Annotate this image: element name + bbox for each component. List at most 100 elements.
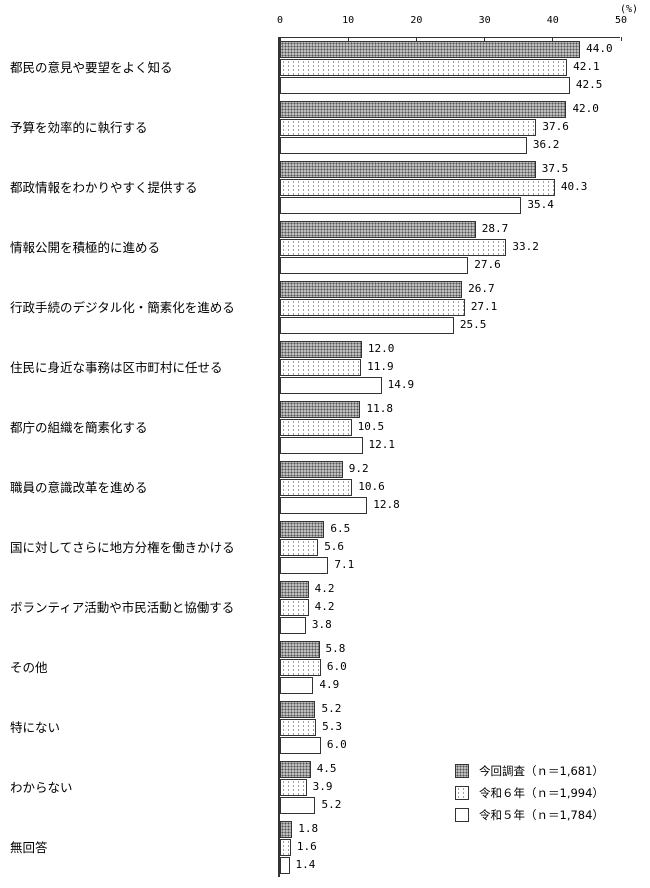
legend-swatch-current (455, 764, 469, 778)
value-label: 33.2 (512, 240, 539, 253)
bar (280, 821, 293, 838)
x-tick (620, 37, 622, 41)
value-label: 3.8 (311, 618, 332, 631)
value-label: 35.4 (527, 198, 554, 211)
value-label: 27.6 (474, 258, 501, 271)
legend: 今回調査（ｎ＝1,681） 令和６年（ｎ＝1,994） 令和５年（ｎ＝1,784… (455, 760, 604, 826)
bar (280, 701, 316, 718)
legend-item: 今回調査（ｎ＝1,681） (455, 760, 604, 782)
value-label: 44.0 (586, 42, 613, 55)
value-label: 1.4 (295, 858, 316, 871)
legend-swatch-r6 (455, 786, 469, 800)
y-axis-line (278, 37, 280, 877)
category-label: 職員の意識改革を進める (10, 480, 148, 495)
legend-label: 令和５年（ｎ＝1,784） (479, 808, 604, 822)
value-label: 4.2 (314, 600, 335, 613)
value-label: 1.8 (298, 822, 319, 835)
bar (280, 341, 362, 358)
value-label: 28.7 (481, 222, 509, 235)
bar (280, 119, 537, 136)
category-label: ボランティア活動や市民活動と協働する (10, 600, 235, 615)
value-label: 27.1 (470, 300, 498, 313)
value-label: 42.5 (575, 78, 603, 91)
bar (280, 641, 320, 658)
bar (280, 479, 353, 496)
value-label: 36.2 (532, 138, 560, 151)
bar (280, 377, 382, 394)
bar (280, 281, 463, 298)
bar (280, 137, 527, 154)
bar (280, 839, 291, 856)
bar (280, 557, 329, 574)
category-label: 都政情報をわかりやすく提供する (10, 180, 198, 195)
bar (280, 317, 454, 334)
value-label: 12.1 (368, 438, 396, 451)
value-label: 6.5 (330, 522, 351, 535)
value-label: 10.6 (358, 480, 385, 493)
bar (280, 239, 507, 256)
x-tick-label: 30 (478, 15, 491, 26)
value-label: 5.2 (321, 798, 342, 811)
value-label: 6.0 (326, 660, 347, 673)
bar (280, 59, 568, 76)
bar (280, 797, 316, 814)
bar (280, 101, 567, 118)
x-tick (279, 37, 281, 41)
bar (280, 419, 352, 436)
value-label: 6.0 (326, 738, 347, 751)
x-tick (552, 37, 554, 41)
value-label: 5.6 (324, 540, 345, 553)
x-tick-label: 0 (276, 15, 284, 26)
bar (280, 617, 306, 634)
legend-item: 令和５年（ｎ＝1,784） (455, 804, 604, 826)
value-label: 1.6 (296, 840, 317, 853)
bar (280, 401, 361, 418)
value-label: 40.3 (560, 180, 588, 193)
category-label: 無回答 (10, 840, 48, 855)
category-label: 都庁の組織を簡素化する (10, 420, 148, 435)
legend-label: 令和６年（ｎ＝1,994） (479, 786, 604, 800)
value-label: 37.5 (541, 162, 569, 175)
bar (280, 77, 570, 94)
value-label: 10.5 (357, 420, 385, 433)
value-label: 37.6 (542, 120, 569, 133)
bar (280, 761, 311, 778)
category-label: 予算を効率的に執行する (10, 120, 148, 135)
bar (280, 539, 319, 556)
bar (280, 857, 290, 874)
legend-item: 令和６年（ｎ＝1,994） (455, 782, 604, 804)
category-label: わからない (10, 780, 73, 795)
value-label: 12.0 (367, 342, 395, 355)
x-tick-label: 20 (410, 15, 423, 26)
bar (280, 521, 325, 538)
bar (280, 359, 362, 376)
value-label: 9.2 (348, 462, 369, 475)
category-label: 行政手続のデジタル化・簡素化を進める (10, 300, 235, 315)
x-tick-label: 10 (342, 15, 355, 26)
bar (280, 179, 555, 196)
bar (280, 599, 309, 616)
value-label: 4.2 (314, 582, 335, 595)
value-label: 14.9 (387, 378, 415, 391)
bar (280, 257, 469, 274)
bar (280, 677, 314, 694)
value-label: 42.0 (572, 102, 599, 115)
x-tick (484, 37, 486, 41)
legend-swatch-r5 (455, 808, 469, 822)
value-label: 5.2 (321, 702, 342, 715)
bar (280, 737, 321, 754)
category-label: 都民の意見や要望をよく知る (10, 60, 173, 75)
category-label: 住民に身近な事務は区市町村に任せる (10, 360, 223, 375)
bar (280, 497, 368, 514)
value-label: 3.9 (312, 780, 333, 793)
value-label: 11.8 (366, 402, 393, 415)
x-tick (415, 37, 417, 41)
legend-label: 今回調査（ｎ＝1,681） (479, 764, 604, 778)
value-label: 42.1 (573, 60, 600, 73)
bar (280, 719, 317, 736)
value-label: 25.5 (459, 318, 487, 331)
bar (280, 161, 536, 178)
unit-label: (%) (620, 4, 639, 15)
bar (280, 581, 309, 598)
